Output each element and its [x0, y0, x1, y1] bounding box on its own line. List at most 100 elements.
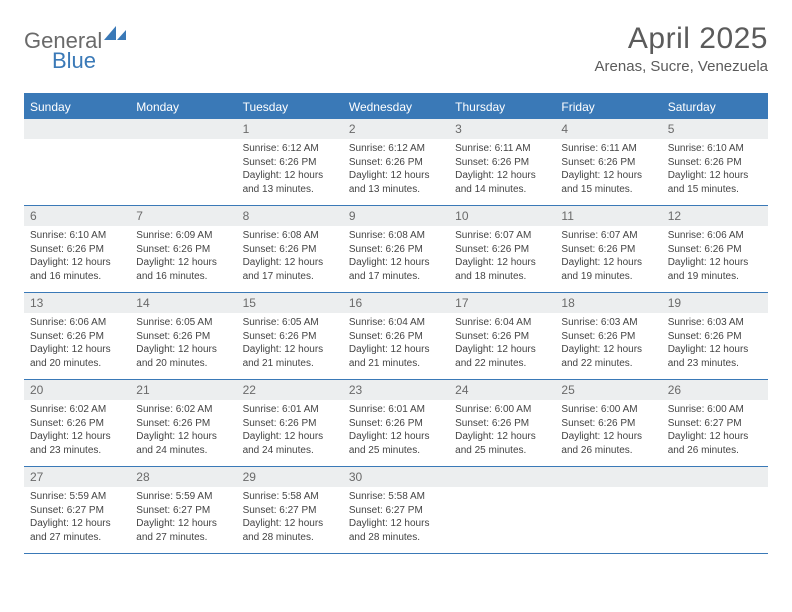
weekday-header: Sunday	[24, 95, 130, 119]
day-number: 15	[237, 293, 343, 313]
day-cell: 16Sunrise: 6:04 AMSunset: 6:26 PMDayligh…	[343, 293, 449, 379]
day-cell: 7Sunrise: 6:09 AMSunset: 6:26 PMDaylight…	[130, 206, 236, 292]
day-cell: 17Sunrise: 6:04 AMSunset: 6:26 PMDayligh…	[449, 293, 555, 379]
day-number	[662, 467, 768, 487]
day-number: 20	[24, 380, 130, 400]
day-details: Sunrise: 6:00 AMSunset: 6:27 PMDaylight:…	[662, 400, 768, 463]
day-cell: 27Sunrise: 5:59 AMSunset: 6:27 PMDayligh…	[24, 467, 130, 553]
day-number: 8	[237, 206, 343, 226]
day-cell: 10Sunrise: 6:07 AMSunset: 6:26 PMDayligh…	[449, 206, 555, 292]
day-number: 16	[343, 293, 449, 313]
day-number: 24	[449, 380, 555, 400]
day-number: 10	[449, 206, 555, 226]
day-details: Sunrise: 5:58 AMSunset: 6:27 PMDaylight:…	[343, 487, 449, 550]
day-number: 1	[237, 119, 343, 139]
day-number: 22	[237, 380, 343, 400]
day-cell: 3Sunrise: 6:11 AMSunset: 6:26 PMDaylight…	[449, 119, 555, 205]
day-details: Sunrise: 6:06 AMSunset: 6:26 PMDaylight:…	[24, 313, 130, 376]
day-details: Sunrise: 6:07 AMSunset: 6:26 PMDaylight:…	[555, 226, 661, 289]
day-details: Sunrise: 6:10 AMSunset: 6:26 PMDaylight:…	[24, 226, 130, 289]
day-cell: 6Sunrise: 6:10 AMSunset: 6:26 PMDaylight…	[24, 206, 130, 292]
day-cell: 12Sunrise: 6:06 AMSunset: 6:26 PMDayligh…	[662, 206, 768, 292]
empty-cell	[130, 119, 236, 205]
day-details: Sunrise: 6:00 AMSunset: 6:26 PMDaylight:…	[449, 400, 555, 463]
day-number: 7	[130, 206, 236, 226]
month-title: April 2025	[595, 22, 768, 56]
day-details: Sunrise: 6:01 AMSunset: 6:26 PMDaylight:…	[237, 400, 343, 463]
day-details: Sunrise: 6:01 AMSunset: 6:26 PMDaylight:…	[343, 400, 449, 463]
day-cell: 15Sunrise: 6:05 AMSunset: 6:26 PMDayligh…	[237, 293, 343, 379]
day-number	[555, 467, 661, 487]
week-row: 27Sunrise: 5:59 AMSunset: 6:27 PMDayligh…	[24, 467, 768, 554]
logo: GeneralBlue	[24, 26, 126, 74]
day-details: Sunrise: 6:08 AMSunset: 6:26 PMDaylight:…	[237, 226, 343, 289]
day-number: 13	[24, 293, 130, 313]
day-number: 23	[343, 380, 449, 400]
day-number: 4	[555, 119, 661, 139]
day-details: Sunrise: 5:59 AMSunset: 6:27 PMDaylight:…	[130, 487, 236, 550]
week-row: 13Sunrise: 6:06 AMSunset: 6:26 PMDayligh…	[24, 293, 768, 380]
calendar: SundayMondayTuesdayWednesdayThursdayFrid…	[24, 93, 768, 554]
day-details: Sunrise: 6:11 AMSunset: 6:26 PMDaylight:…	[449, 139, 555, 202]
header: GeneralBlue April 2025 Arenas, Sucre, Ve…	[24, 22, 768, 75]
day-cell: 8Sunrise: 6:08 AMSunset: 6:26 PMDaylight…	[237, 206, 343, 292]
weekday-header: Thursday	[449, 95, 555, 119]
weekday-header: Wednesday	[343, 95, 449, 119]
day-cell: 22Sunrise: 6:01 AMSunset: 6:26 PMDayligh…	[237, 380, 343, 466]
day-details: Sunrise: 6:06 AMSunset: 6:26 PMDaylight:…	[662, 226, 768, 289]
day-cell: 1Sunrise: 6:12 AMSunset: 6:26 PMDaylight…	[237, 119, 343, 205]
day-number: 28	[130, 467, 236, 487]
day-details: Sunrise: 6:07 AMSunset: 6:26 PMDaylight:…	[449, 226, 555, 289]
day-cell: 5Sunrise: 6:10 AMSunset: 6:26 PMDaylight…	[662, 119, 768, 205]
day-details: Sunrise: 5:59 AMSunset: 6:27 PMDaylight:…	[24, 487, 130, 550]
week-row: 1Sunrise: 6:12 AMSunset: 6:26 PMDaylight…	[24, 119, 768, 206]
empty-cell	[555, 467, 661, 553]
day-cell: 2Sunrise: 6:12 AMSunset: 6:26 PMDaylight…	[343, 119, 449, 205]
empty-cell	[24, 119, 130, 205]
day-number: 29	[237, 467, 343, 487]
day-cell: 11Sunrise: 6:07 AMSunset: 6:26 PMDayligh…	[555, 206, 661, 292]
weekday-header: Saturday	[662, 95, 768, 119]
week-row: 20Sunrise: 6:02 AMSunset: 6:26 PMDayligh…	[24, 380, 768, 467]
day-cell: 21Sunrise: 6:02 AMSunset: 6:26 PMDayligh…	[130, 380, 236, 466]
day-number: 21	[130, 380, 236, 400]
day-details: Sunrise: 6:00 AMSunset: 6:26 PMDaylight:…	[555, 400, 661, 463]
day-number: 25	[555, 380, 661, 400]
day-details: Sunrise: 5:58 AMSunset: 6:27 PMDaylight:…	[237, 487, 343, 550]
day-details: Sunrise: 6:10 AMSunset: 6:26 PMDaylight:…	[662, 139, 768, 202]
day-cell: 4Sunrise: 6:11 AMSunset: 6:26 PMDaylight…	[555, 119, 661, 205]
day-details: Sunrise: 6:05 AMSunset: 6:26 PMDaylight:…	[237, 313, 343, 376]
weekday-header: Friday	[555, 95, 661, 119]
day-details: Sunrise: 6:11 AMSunset: 6:26 PMDaylight:…	[555, 139, 661, 202]
day-details: Sunrise: 6:12 AMSunset: 6:26 PMDaylight:…	[343, 139, 449, 202]
day-number	[24, 119, 130, 139]
day-number	[130, 119, 236, 139]
day-number: 11	[555, 206, 661, 226]
day-details: Sunrise: 6:04 AMSunset: 6:26 PMDaylight:…	[449, 313, 555, 376]
weekday-header: Tuesday	[237, 95, 343, 119]
day-details: Sunrise: 6:05 AMSunset: 6:26 PMDaylight:…	[130, 313, 236, 376]
day-details: Sunrise: 6:03 AMSunset: 6:26 PMDaylight:…	[555, 313, 661, 376]
day-details: Sunrise: 6:02 AMSunset: 6:26 PMDaylight:…	[24, 400, 130, 463]
day-details: Sunrise: 6:04 AMSunset: 6:26 PMDaylight:…	[343, 313, 449, 376]
day-details: Sunrise: 6:09 AMSunset: 6:26 PMDaylight:…	[130, 226, 236, 289]
day-number: 9	[343, 206, 449, 226]
day-cell: 24Sunrise: 6:00 AMSunset: 6:26 PMDayligh…	[449, 380, 555, 466]
day-number: 18	[555, 293, 661, 313]
day-cell: 19Sunrise: 6:03 AMSunset: 6:26 PMDayligh…	[662, 293, 768, 379]
day-number: 3	[449, 119, 555, 139]
day-cell: 9Sunrise: 6:08 AMSunset: 6:26 PMDaylight…	[343, 206, 449, 292]
location-subtitle: Arenas, Sucre, Venezuela	[595, 58, 768, 75]
day-details: Sunrise: 6:12 AMSunset: 6:26 PMDaylight:…	[237, 139, 343, 202]
day-number: 5	[662, 119, 768, 139]
day-cell: 13Sunrise: 6:06 AMSunset: 6:26 PMDayligh…	[24, 293, 130, 379]
day-cell: 26Sunrise: 6:00 AMSunset: 6:27 PMDayligh…	[662, 380, 768, 466]
day-cell: 25Sunrise: 6:00 AMSunset: 6:26 PMDayligh…	[555, 380, 661, 466]
day-number: 6	[24, 206, 130, 226]
day-cell: 14Sunrise: 6:05 AMSunset: 6:26 PMDayligh…	[130, 293, 236, 379]
day-cell: 20Sunrise: 6:02 AMSunset: 6:26 PMDayligh…	[24, 380, 130, 466]
day-details: Sunrise: 6:08 AMSunset: 6:26 PMDaylight:…	[343, 226, 449, 289]
title-block: April 2025 Arenas, Sucre, Venezuela	[595, 22, 768, 75]
logo-text-blue: Blue	[52, 48, 126, 74]
day-details: Sunrise: 6:02 AMSunset: 6:26 PMDaylight:…	[130, 400, 236, 463]
